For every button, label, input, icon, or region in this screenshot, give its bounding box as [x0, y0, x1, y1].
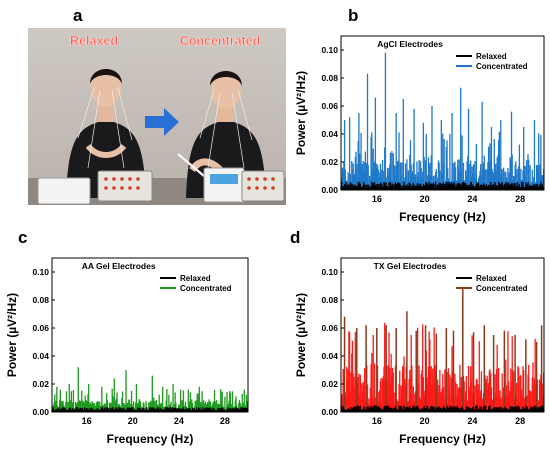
x-tick-label: 20	[420, 416, 430, 426]
x-tick-label: 28	[220, 416, 230, 426]
axes-frame	[340, 257, 545, 413]
legend-label: Relaxed	[476, 52, 507, 61]
panel-letter-c: c	[18, 228, 28, 247]
legend-label: Concentrated	[180, 284, 232, 293]
x-tick-label: 16	[82, 416, 92, 426]
tablet-left	[37, 177, 91, 205]
panel-letter-a: a	[73, 6, 83, 25]
y-tick-label: 0.02	[32, 379, 49, 389]
y-tick-label: 0.06	[32, 323, 49, 333]
legend-label: Concentrated	[476, 284, 528, 293]
relaxed-label: Relaxed	[70, 34, 118, 48]
y-tick-label: 0.02	[321, 379, 338, 389]
y-tick-label: 0.08	[321, 295, 338, 305]
y-axis-label: Power (µV²/Hz)	[294, 293, 308, 377]
x-tick-label: 24	[174, 416, 184, 426]
y-tick-label: 0.00	[321, 185, 338, 195]
chart-title: AA Gel Electrodes	[82, 261, 156, 271]
concentrated-label: Concentrated	[180, 34, 261, 48]
y-tick-label: 0.06	[321, 323, 338, 333]
y-tick-label: 0.04	[321, 129, 338, 139]
axes-frame	[51, 257, 249, 413]
device-box-right	[241, 170, 285, 202]
x-tick-label: 20	[128, 416, 138, 426]
y-tick-label: 0.04	[321, 351, 338, 361]
x-axis-label: Frequency (Hz)	[399, 432, 486, 446]
y-tick-label: 0.10	[32, 267, 49, 277]
panel-letter-b: b	[348, 6, 359, 25]
tablet-right	[203, 167, 245, 203]
arrow-icon	[145, 108, 179, 136]
legend-label: Concentrated	[476, 62, 528, 71]
chart-title: TX Gel Electrodes	[374, 261, 447, 271]
x-tick-label: 20	[420, 194, 430, 204]
y-tick-label: 0.08	[32, 295, 49, 305]
x-tick-label: 24	[467, 416, 477, 426]
x-tick-label: 28	[515, 194, 525, 204]
axes-frame	[340, 35, 545, 191]
panel-letter-d: d	[290, 228, 301, 247]
y-axis-label: Power (µV²/Hz)	[294, 71, 308, 155]
plot-area	[52, 258, 248, 412]
y-tick-label: 0.06	[321, 101, 338, 111]
x-tick-label: 16	[372, 194, 382, 204]
legend-label: Relaxed	[180, 274, 211, 283]
x-axis-label: Frequency (Hz)	[107, 432, 194, 446]
y-tick-label: 0.08	[321, 73, 338, 83]
y-tick-label: 0.00	[321, 407, 338, 417]
x-tick-label: 16	[372, 416, 382, 426]
subject-photo: Relaxed Concentrated	[28, 28, 286, 205]
x-axis-label: Frequency (Hz)	[399, 210, 486, 224]
x-tick-label: 24	[467, 194, 477, 204]
legend-label: Relaxed	[476, 274, 507, 283]
chart-tx-gel: 0.00 0.02 0.04 0.06 0.08 0.10 16 20 24 28 TX Gel E…	[294, 257, 545, 446]
y-axis-label: Power (µV²/Hz)	[5, 293, 19, 377]
y-tick-label: 0.02	[321, 157, 338, 167]
y-tick-label: 0.00	[32, 407, 49, 417]
x-tick-label: 28	[515, 416, 525, 426]
y-tick-label: 0.04	[32, 351, 49, 361]
chart-aa-gel: 0.00 0.02 0.04 0.06 0.08 0.10 16 20 24 28 AA Gel E…	[5, 257, 249, 446]
series-concentrated-peaks	[343, 288, 543, 412]
device-box-left	[97, 170, 153, 202]
chart-title: AgCl Electrodes	[377, 39, 443, 49]
chart-agcl: 0.00 0.02 0.04 0.06 0.08 0.10 16 20 24 28 AgCl Ele…	[294, 35, 545, 224]
y-tick-label: 0.10	[321, 45, 338, 55]
y-tick-label: 0.10	[321, 267, 338, 277]
